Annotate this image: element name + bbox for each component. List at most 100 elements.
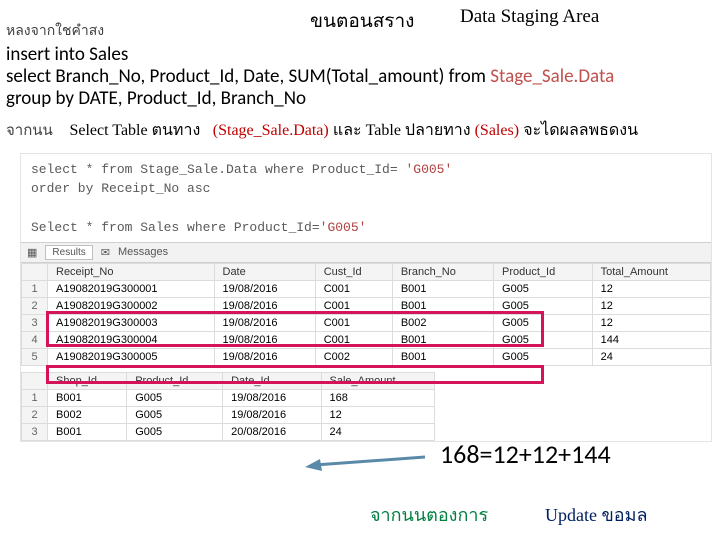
- explain-e: (Sales): [475, 122, 519, 139]
- data-cell: B002: [392, 314, 493, 331]
- data-cell: A19082019G300004: [48, 331, 215, 348]
- rownum-cell: 2: [22, 297, 48, 314]
- col-header: Shop_Id: [48, 372, 127, 389]
- table-row[interactable]: 2A19082019G30000219/08/2016C001B001G0051…: [22, 297, 711, 314]
- data-cell: A19082019G300005: [48, 348, 215, 365]
- data-cell: C001: [315, 331, 392, 348]
- query-editor[interactable]: select * from Stage_Sale.Data where Prod…: [21, 154, 711, 242]
- table-row[interactable]: 4A19082019G30000419/08/2016C001B001G0051…: [22, 331, 711, 348]
- rownum-header: [22, 263, 48, 280]
- table-row[interactable]: 3B001G00520/08/201624: [22, 423, 435, 440]
- table-row[interactable]: 3A19082019G30000319/08/2016C001B002G0051…: [22, 314, 711, 331]
- data-cell: 12: [321, 406, 434, 423]
- col-header: Cust_Id: [315, 263, 392, 280]
- data-cell: 19/08/2016: [214, 280, 315, 297]
- col-header: Date_Id: [223, 372, 321, 389]
- q3b: 'G005': [320, 220, 367, 235]
- col-header: Sale_Amount: [321, 372, 434, 389]
- explain-d: และ Table ปลายทาง: [333, 122, 475, 139]
- data-cell: B001: [392, 297, 493, 314]
- explain-line: จากนน Select Table ตนทาง (Stage_Sale.Dat…: [0, 114, 720, 149]
- q3a: Select * from Sales where Product_Id=: [31, 220, 320, 235]
- results-grid-1[interactable]: Receipt_NoDateCust_IdBranch_NoProduct_Id…: [21, 263, 711, 366]
- results-grid-2[interactable]: Shop_IdProduct_IdDate_IdSale_Amount1B001…: [21, 372, 435, 441]
- data-cell: A19082019G300002: [48, 297, 215, 314]
- bottom-left-text: จากนนตองการ: [370, 500, 488, 529]
- data-cell: C001: [315, 314, 392, 331]
- data-cell: 12: [592, 297, 710, 314]
- data-cell: B001: [392, 280, 493, 297]
- explain-c: (Stage_Sale.Data): [213, 122, 329, 139]
- data-cell: B001: [48, 389, 127, 406]
- ssms-panel: select * from Stage_Sale.Data where Prod…: [20, 153, 712, 442]
- data-cell: A19082019G300003: [48, 314, 215, 331]
- data-cell: C001: [315, 280, 392, 297]
- data-cell: G005: [494, 280, 593, 297]
- data-cell: 24: [592, 348, 710, 365]
- data-cell: B002: [48, 406, 127, 423]
- data-cell: G005: [494, 297, 593, 314]
- explain-b: Select Table ตนทาง: [69, 122, 200, 139]
- explain-a: จากนน: [6, 122, 53, 139]
- data-cell: C002: [315, 348, 392, 365]
- data-cell: G005: [494, 348, 593, 365]
- top-left-text: หลงจากใชคำสง: [6, 20, 104, 42]
- data-cell: 19/08/2016: [214, 331, 315, 348]
- sql-line-3: group by DATE, Product_Id, Branch_No: [6, 88, 714, 110]
- rownum-cell: 1: [22, 280, 48, 297]
- data-cell: 168: [321, 389, 434, 406]
- data-cell: 20/08/2016: [223, 423, 321, 440]
- sql-line-1: insert into Sales: [6, 44, 714, 66]
- top-right-text: Data Staging Area: [460, 6, 599, 28]
- sql-line-2b: Stage_Sale.Data: [490, 65, 614, 88]
- sql-line-2: select Branch_No, Product_Id, Date, SUM(…: [6, 66, 714, 88]
- data-cell: G005: [127, 423, 223, 440]
- data-cell: B001: [48, 423, 127, 440]
- data-cell: 19/08/2016: [214, 314, 315, 331]
- data-cell: G005: [127, 406, 223, 423]
- data-cell: G005: [494, 314, 593, 331]
- rownum-cell: 4: [22, 331, 48, 348]
- bottom-right-text: Update ขอมล: [545, 500, 648, 529]
- rownum-cell: 3: [22, 314, 48, 331]
- data-cell: 19/08/2016: [214, 297, 315, 314]
- sql-insert-block: insert into Sales select Branch_No, Prod…: [0, 44, 720, 114]
- tab-results[interactable]: Results: [45, 245, 92, 260]
- table-row[interactable]: 1A19082019G30000119/08/2016C001B001G0051…: [22, 280, 711, 297]
- col-header: Receipt_No: [48, 263, 215, 280]
- arrow-icon: [300, 445, 430, 475]
- equation-text: 168=12+12+144: [440, 438, 611, 470]
- rownum-cell: 1: [22, 389, 48, 406]
- data-cell: 19/08/2016: [214, 348, 315, 365]
- rownum-cell: 2: [22, 406, 48, 423]
- col-header: Date: [214, 263, 315, 280]
- col-header: Product_Id: [494, 263, 593, 280]
- data-cell: G005: [127, 389, 223, 406]
- col-header: Product_Id: [127, 372, 223, 389]
- data-cell: G005: [494, 331, 593, 348]
- data-cell: 12: [592, 314, 710, 331]
- q1b: 'G005': [405, 162, 452, 177]
- rownum-cell: 5: [22, 348, 48, 365]
- grid-icon: ▦: [27, 246, 37, 259]
- table-row[interactable]: 1B001G00519/08/2016168: [22, 389, 435, 406]
- top-mid-text: ขนตอนสราง: [310, 6, 414, 36]
- table-row[interactable]: 2B002G00519/08/201612: [22, 406, 435, 423]
- data-cell: B001: [392, 331, 493, 348]
- tab-messages[interactable]: Messages: [118, 246, 168, 258]
- q2: order by Receipt_No asc: [31, 181, 210, 196]
- data-cell: B001: [392, 348, 493, 365]
- data-cell: 144: [592, 331, 710, 348]
- col-header: Total_Amount: [592, 263, 710, 280]
- data-cell: C001: [315, 297, 392, 314]
- data-cell: A19082019G300001: [48, 280, 215, 297]
- data-cell: 12: [592, 280, 710, 297]
- results-tabs: ▦ Results ✉ Messages: [21, 242, 711, 263]
- rownum-header: [22, 372, 48, 389]
- table-row[interactable]: 5A19082019G30000519/08/2016C002B001G0052…: [22, 348, 711, 365]
- sql-line-2a: select Branch_No, Product_Id, Date, SUM(…: [6, 65, 490, 88]
- explain-f: จะไดผลลพธดงน: [523, 122, 638, 139]
- col-header: Branch_No: [392, 263, 493, 280]
- data-cell: 19/08/2016: [223, 406, 321, 423]
- data-cell: 19/08/2016: [223, 389, 321, 406]
